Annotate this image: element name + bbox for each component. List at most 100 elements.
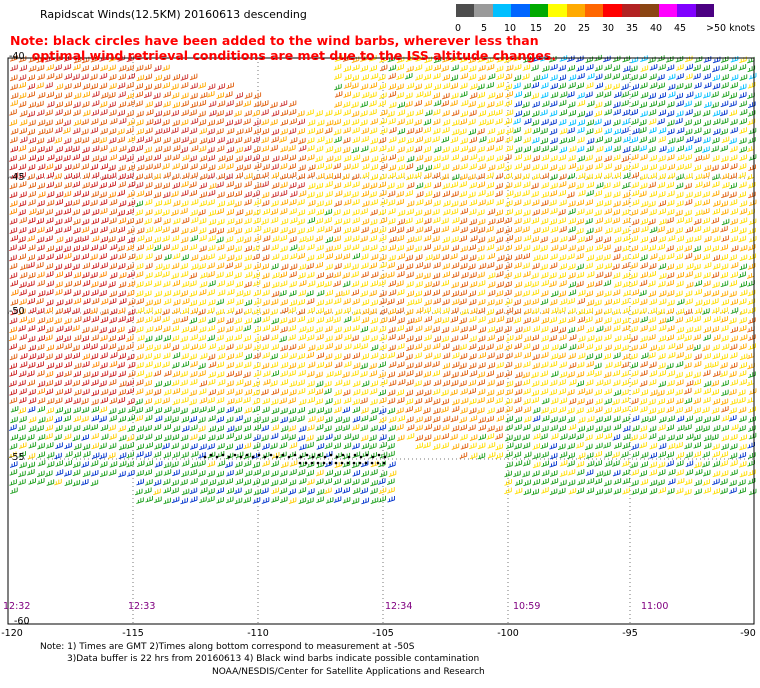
wind-barb <box>648 92 656 100</box>
wind-barb <box>667 83 676 91</box>
wind-barb <box>46 461 55 468</box>
wind-barb <box>379 109 388 117</box>
wind-barb <box>540 73 548 81</box>
wind-barb <box>135 100 143 107</box>
wind-barb <box>117 307 126 315</box>
wind-barb <box>307 172 315 179</box>
wind-barb <box>540 370 548 378</box>
wind-barb <box>234 497 243 505</box>
wind-barb <box>595 136 603 143</box>
wind-barb <box>711 326 720 333</box>
wind-barb <box>208 479 217 486</box>
wind-barb <box>118 452 127 459</box>
wind-barb <box>343 65 351 73</box>
wind-barb <box>568 398 577 405</box>
wind-barb <box>523 136 531 144</box>
wind-barb <box>288 370 296 377</box>
wind-barb <box>341 289 350 297</box>
wind-barb <box>675 389 683 396</box>
wind-barb <box>280 370 288 378</box>
wind-barb <box>352 308 361 316</box>
wind-barb <box>532 362 540 370</box>
wind-barb <box>532 244 540 252</box>
wind-barb <box>126 82 134 89</box>
wind-barb <box>45 433 53 440</box>
wind-barb <box>496 281 504 288</box>
wind-barb <box>658 451 666 458</box>
wind-barb <box>379 64 388 72</box>
wind-barb <box>693 361 702 368</box>
wind-barb <box>306 334 315 342</box>
wind-barb <box>631 145 640 153</box>
wind-barb <box>415 136 423 143</box>
wind-barb <box>586 181 595 189</box>
wind-barb <box>549 299 558 306</box>
wind-barb <box>180 82 189 89</box>
wind-barb <box>459 434 468 441</box>
wind-barb <box>352 416 361 423</box>
wind-barb <box>586 487 595 495</box>
wind-barb <box>378 353 387 360</box>
wind-barb <box>748 416 756 423</box>
wind-barb <box>289 469 297 476</box>
wind-barb <box>665 56 674 63</box>
wind-barb <box>676 326 684 334</box>
wind-barb <box>62 127 71 134</box>
wind-barb <box>649 298 657 306</box>
wind-barb <box>468 100 476 108</box>
wind-barb <box>287 144 296 152</box>
wind-barb <box>584 388 593 396</box>
wind-barb <box>476 209 485 216</box>
wind-barb <box>369 91 377 99</box>
wind-barb <box>423 307 431 314</box>
wind-barb <box>748 425 756 432</box>
wind-barb <box>252 362 261 369</box>
wind-barb <box>739 289 748 297</box>
wind-barb <box>631 189 640 197</box>
wind-barb <box>693 110 701 118</box>
wind-barb <box>396 155 405 163</box>
wind-barb <box>396 198 404 206</box>
wind-barb <box>28 137 37 144</box>
wind-barb <box>657 424 666 431</box>
wind-barb <box>244 407 252 414</box>
wind-barb <box>279 235 288 242</box>
wind-barb <box>234 308 243 315</box>
wind-barb <box>513 362 522 370</box>
wind-barb <box>550 326 558 333</box>
wind-barb <box>289 380 297 388</box>
wind-barb <box>513 181 522 189</box>
wind-barb <box>541 451 549 459</box>
wind-barb <box>730 398 738 406</box>
wind-barb <box>379 334 387 342</box>
wind-barb <box>710 361 719 368</box>
wind-barb <box>28 146 36 153</box>
wind-barb <box>730 208 738 215</box>
wind-barb <box>280 128 288 135</box>
wind-barb <box>486 64 495 71</box>
wind-barb <box>550 370 559 378</box>
wind-barb <box>45 299 54 307</box>
wind-barb <box>720 128 728 135</box>
wind-barb <box>576 136 585 144</box>
wind-barb <box>351 110 360 118</box>
wind-barb <box>234 487 242 495</box>
legend-swatch <box>492 4 512 17</box>
wind-barb <box>694 488 702 496</box>
wind-barb <box>477 298 486 306</box>
wind-barb <box>746 396 755 404</box>
wind-barb <box>621 460 630 467</box>
wind-barb <box>298 164 306 172</box>
wind-barb <box>100 308 109 316</box>
wind-barb <box>316 361 324 369</box>
wind-barb <box>127 414 135 422</box>
wind-barb <box>252 497 261 504</box>
wind-barb <box>27 379 35 387</box>
wind-barb <box>406 155 415 163</box>
wind-barb <box>145 299 153 307</box>
wind-barb <box>549 173 558 181</box>
wind-barb <box>45 307 53 314</box>
wind-barb <box>666 308 674 315</box>
wind-barb <box>305 434 314 442</box>
wind-barb <box>567 416 575 423</box>
